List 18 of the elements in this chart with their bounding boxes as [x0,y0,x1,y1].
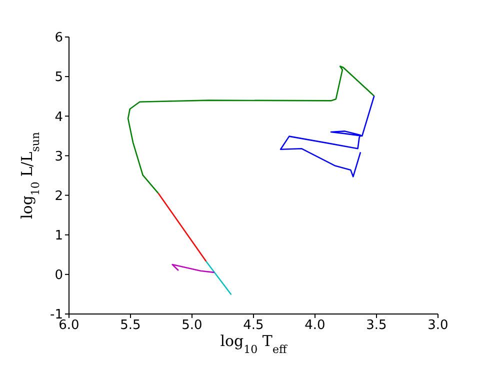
y-tick-label: 1 [54,228,63,244]
x-tick-label: 5.5 [120,318,141,334]
x-tick-label: 4.0 [304,318,326,334]
x-tick-label: 6.0 [58,318,80,334]
x-tick-label: 3.5 [366,318,387,334]
x-axis-title: log$_{10}$ T$_{eff}$ [220,332,288,356]
y-tick-label: 0 [54,268,63,284]
x-tick-label: 3.0 [428,318,448,334]
line-series [127,66,375,194]
x-tick-label: 4.5 [243,318,264,334]
y-tick-label: 3 [54,149,63,164]
y-tick-label: 6 [54,30,63,46]
y-tick-label: 2 [54,188,63,204]
y-tick-label: 5 [54,70,63,86]
line-series [280,95,375,178]
x-tick-label: 5.0 [182,318,202,334]
y-tick-label: 4 [54,110,63,125]
line-series [172,264,215,274]
